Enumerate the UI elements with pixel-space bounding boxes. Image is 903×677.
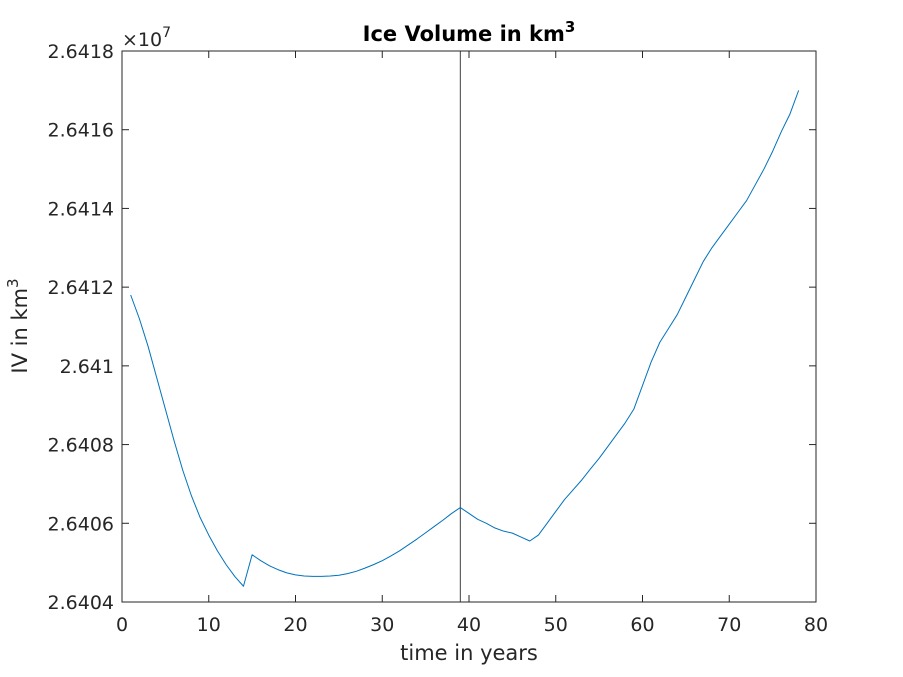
x-axis-ticks: 0 10 20 30 40 50 60 70 80 [116, 51, 828, 636]
x-tick-label: 60 [630, 614, 654, 636]
x-tick-label: 80 [804, 614, 828, 636]
y-axis-ticks: 2.6404 2.6406 2.6408 2.641 2.6412 2.6414 2.641… [48, 41, 816, 614]
y-axis-title-text: IV in km [8, 288, 32, 374]
y-tick-label: 2.6418 [48, 41, 114, 63]
y-axis-exponent: ×107 [122, 25, 171, 51]
y-axis-title: IV in km3 [4, 278, 32, 373]
x-tick-label: 20 [283, 614, 307, 636]
plot-area [122, 51, 816, 602]
series-layer [130, 90, 800, 587]
y-tick-label: 2.6414 [48, 198, 114, 220]
chart-title-text: Ice Volume in km [363, 22, 565, 46]
x-tick-label: 0 [116, 614, 128, 636]
y-tick-label: 2.6408 [48, 435, 114, 457]
x-tick-label: 10 [197, 614, 221, 636]
y-tick-label: 2.6416 [48, 120, 114, 142]
chart-title-superscript: 3 [565, 18, 575, 36]
y-axis-title-superscript: 3 [4, 278, 22, 288]
x-axis-title: time in years [400, 641, 538, 665]
x-tick-label: 70 [717, 614, 741, 636]
x-tick-label: 50 [544, 614, 568, 636]
series-line [130, 90, 800, 587]
y-tick-label: 2.6406 [48, 513, 114, 535]
y-axis-exponent-power: 7 [162, 25, 171, 41]
y-tick-label: 2.641 [60, 356, 114, 378]
y-axis-exponent-base: ×10 [122, 29, 162, 51]
x-tick-label: 40 [457, 614, 481, 636]
y-tick-label: 2.6404 [48, 592, 114, 614]
chart-title: Ice Volume in km3 [363, 18, 576, 46]
y-tick-label: 2.6412 [48, 277, 114, 299]
x-tick-label: 30 [370, 614, 394, 636]
